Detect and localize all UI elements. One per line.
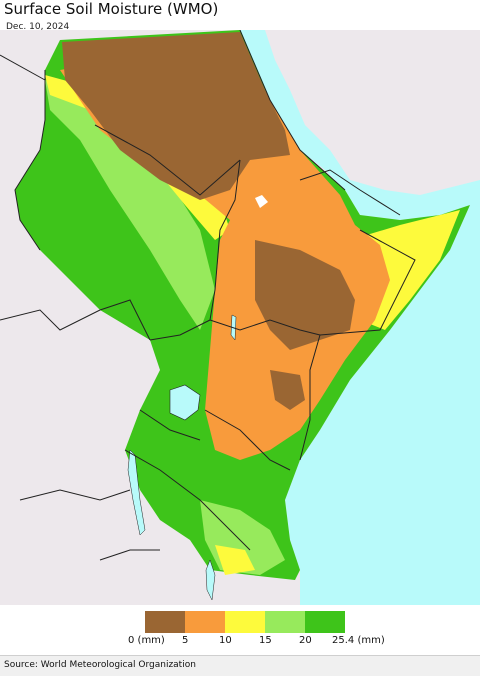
legend-swatch-5-10 <box>185 611 225 633</box>
lake-malawi <box>205 559 216 601</box>
zone-10-15 <box>45 75 230 240</box>
zone-0-5-south <box>270 370 305 410</box>
legend-label-25: 25.4 (mm) <box>332 635 385 646</box>
lake-victoria <box>169 384 201 421</box>
map-date: Dec. 10, 2024 <box>6 22 70 32</box>
lake-tanganyika <box>127 449 146 536</box>
legend-label-15: 15 <box>259 635 272 646</box>
map-title: Surface Soil Moisture (WMO) <box>4 0 219 18</box>
legend-label-0: 0 (mm) <box>128 635 165 646</box>
zone-10-15-south <box>215 545 255 575</box>
soil-moisture-map <box>0 30 480 605</box>
legend-swatch-0-5 <box>145 611 185 633</box>
zone-0-5-central <box>255 240 355 350</box>
zone-15-20 <box>45 80 215 330</box>
legend-swatch-10-15 <box>225 611 265 633</box>
legend-swatch-15-20 <box>265 611 305 633</box>
legend-swatch-20-25 <box>305 611 345 633</box>
source-footer: Source: World Meteorological Organizatio… <box>0 655 480 676</box>
legend-color-bar <box>145 611 345 633</box>
source-text: Source: World Meteorological Organizatio… <box>4 660 196 670</box>
legend-label-5: 5 <box>182 635 189 646</box>
legend-label-10: 10 <box>219 635 232 646</box>
country-borders <box>0 30 416 561</box>
legend-label-20: 20 <box>299 635 312 646</box>
no-data-patch <box>255 195 268 208</box>
zone-0-5-north <box>62 32 290 200</box>
arabia-land <box>265 30 480 195</box>
